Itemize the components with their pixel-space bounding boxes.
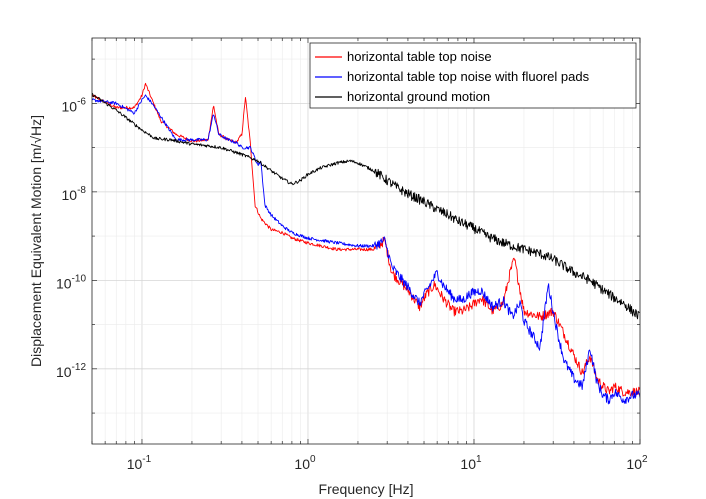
y-axis-title: Displacement Equivalent Motion [m/√Hz] bbox=[28, 115, 44, 367]
ticks bbox=[91, 38, 641, 444]
legend-label-table-top: horizontal table top noise bbox=[347, 49, 492, 64]
legend-label-fluorel-pads: horizontal table top noise with fluorel … bbox=[347, 69, 590, 84]
legend: horizontal table top noise horizontal ta… bbox=[309, 42, 637, 109]
legend-box bbox=[309, 42, 637, 109]
series-layer bbox=[92, 82, 640, 405]
legend-label-ground-motion: horizontal ground motion bbox=[347, 89, 490, 104]
x-axis-title: Frequency [Hz] bbox=[319, 481, 414, 497]
table-top-noise-line bbox=[92, 82, 640, 398]
fluorel-pads-line bbox=[92, 94, 640, 405]
plot-frame bbox=[91, 37, 641, 445]
ground-motion-line bbox=[92, 92, 640, 320]
